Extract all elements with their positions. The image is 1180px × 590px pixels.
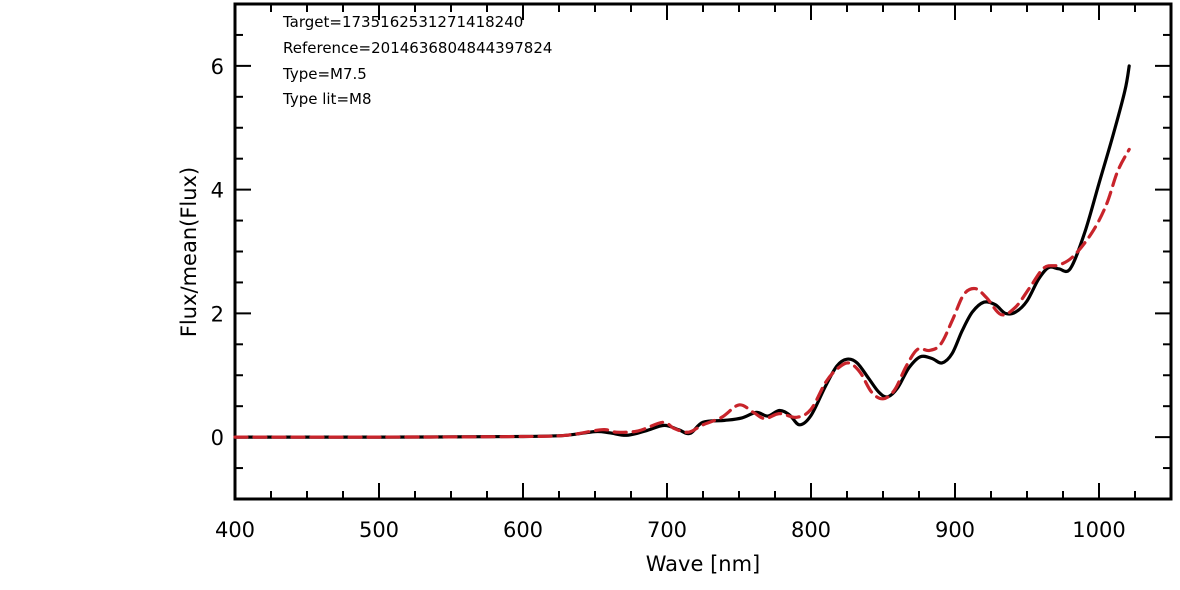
target-series-line bbox=[233, 64, 1131, 439]
reference-series-line bbox=[233, 147, 1131, 439]
y-tick-label: 0 bbox=[211, 426, 224, 450]
y-tick-label: 4 bbox=[211, 179, 224, 203]
annotation-block: Target=1735162531271418240 Reference=201… bbox=[282, 13, 552, 108]
x-tick-labels: 400 500 600 700 800 900 1000 bbox=[215, 518, 1126, 542]
x-tick-label: 500 bbox=[359, 518, 399, 542]
y-tick-labels: 0 2 4 6 bbox=[211, 55, 224, 450]
series-layer bbox=[233, 64, 1131, 439]
x-tick-label: 1000 bbox=[1072, 518, 1125, 542]
x-tick-label: 900 bbox=[935, 518, 975, 542]
x-tick-label: 400 bbox=[215, 518, 255, 542]
y-tick-label: 6 bbox=[211, 55, 224, 79]
x-tick-label: 800 bbox=[791, 518, 831, 542]
annotation-target: Target=1735162531271418240 bbox=[282, 13, 523, 31]
annotation-type: Type=M7.5 bbox=[282, 65, 367, 83]
y-tick-label: 2 bbox=[211, 302, 224, 326]
y-axis-title: Flux/mean(Flux) bbox=[177, 167, 201, 337]
x-tick-label: 700 bbox=[647, 518, 687, 542]
x-axis-title: Wave [nm] bbox=[646, 552, 760, 576]
x-tick-label: 600 bbox=[503, 518, 543, 542]
annotation-reference: Reference=2014636804844397824 bbox=[283, 39, 552, 57]
annotation-type-lit: Type lit=M8 bbox=[282, 90, 372, 108]
